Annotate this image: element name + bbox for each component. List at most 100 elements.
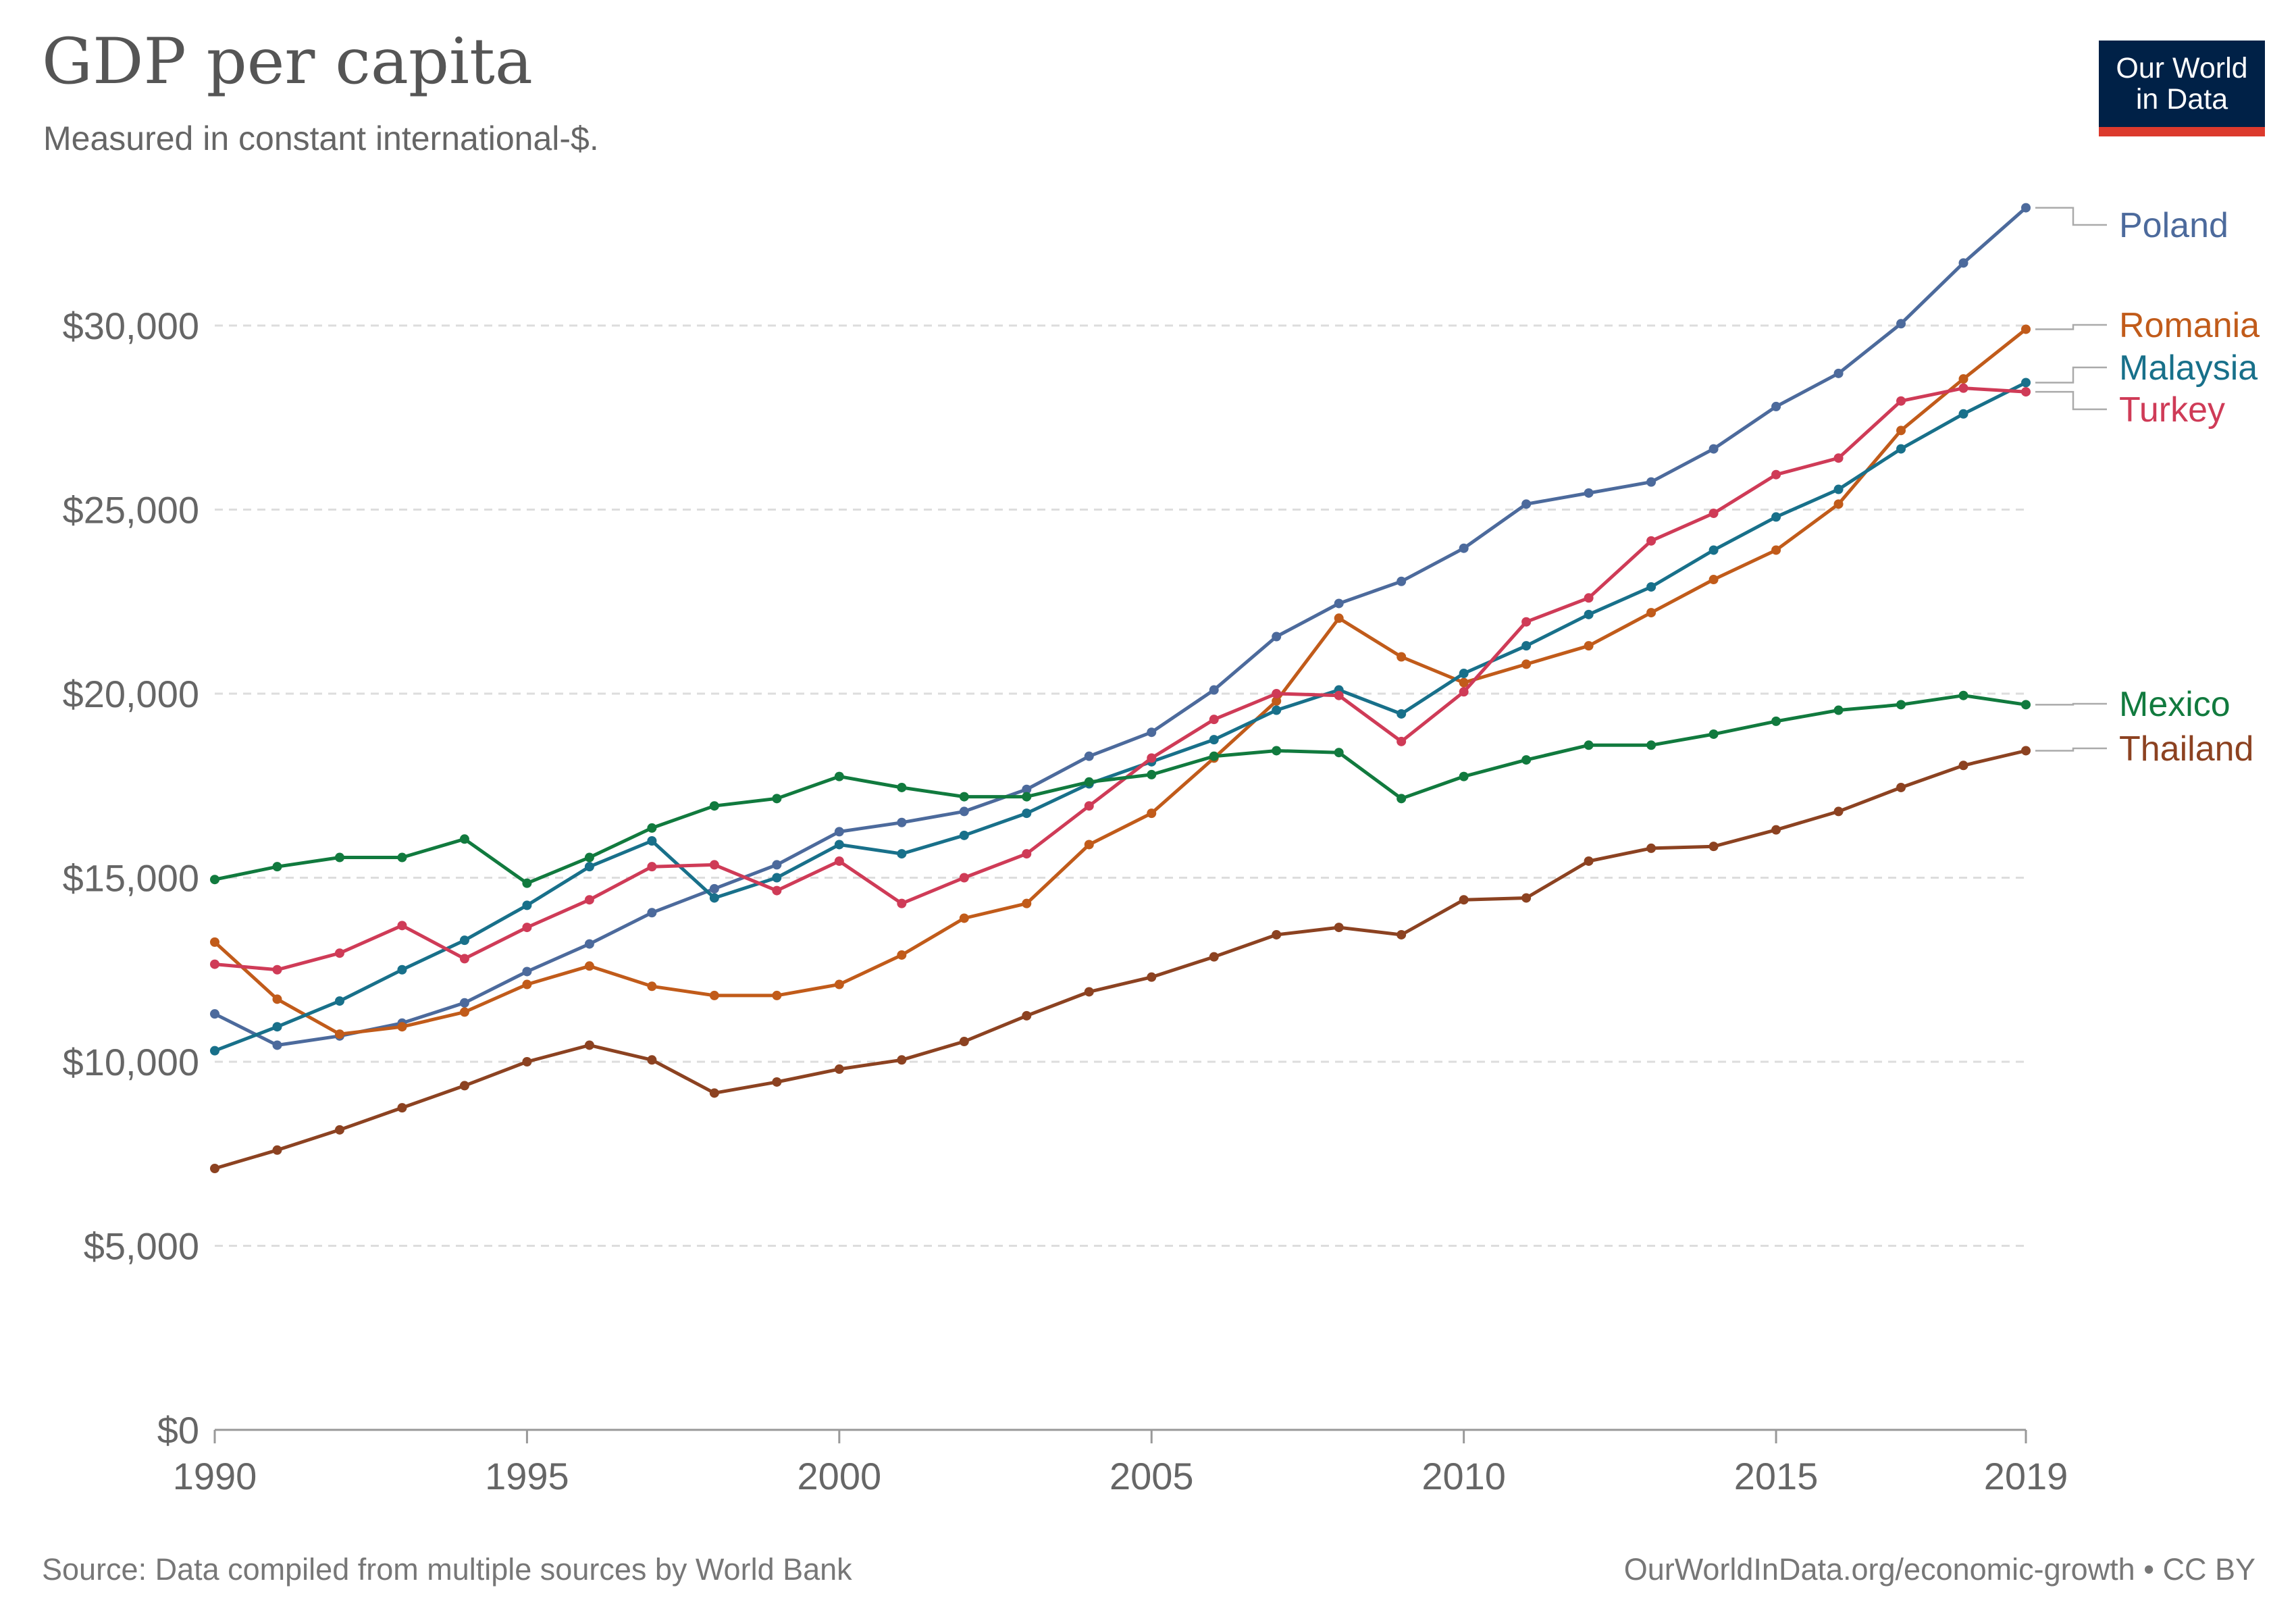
data-point[interactable] <box>459 954 469 964</box>
series-label-romania[interactable]: Romania <box>2119 306 2260 345</box>
data-point[interactable] <box>1521 893 1532 903</box>
data-point[interactable] <box>834 979 844 989</box>
data-point[interactable] <box>1334 690 1344 700</box>
data-point[interactable] <box>897 898 907 908</box>
data-point[interactable] <box>709 801 719 811</box>
data-point[interactable] <box>1958 409 1968 419</box>
data-point[interactable] <box>522 979 532 989</box>
data-point[interactable] <box>1022 849 1032 859</box>
data-point[interactable] <box>1334 613 1344 623</box>
data-point[interactable] <box>709 893 719 903</box>
series-romania[interactable] <box>210 324 2031 1039</box>
data-point[interactable] <box>647 862 657 872</box>
data-point[interactable] <box>210 1164 219 1174</box>
data-point[interactable] <box>1521 659 1532 669</box>
data-point[interactable] <box>2021 700 2031 710</box>
series-label-thailand[interactable]: Thailand <box>2119 729 2253 769</box>
data-point[interactable] <box>1771 825 1781 835</box>
data-point[interactable] <box>1334 748 1344 758</box>
data-point[interactable] <box>1272 929 1282 940</box>
data-point[interactable] <box>1147 972 1157 982</box>
data-point[interactable] <box>1771 469 1781 480</box>
data-point[interactable] <box>1958 374 1968 384</box>
data-point[interactable] <box>522 878 532 888</box>
data-point[interactable] <box>1584 609 1594 619</box>
data-point[interactable] <box>397 921 407 931</box>
data-point[interactable] <box>397 1022 407 1032</box>
data-point[interactable] <box>772 860 782 870</box>
data-point[interactable] <box>647 981 657 992</box>
data-point[interactable] <box>959 792 969 802</box>
data-point[interactable] <box>1459 895 1469 905</box>
data-point[interactable] <box>1459 669 1469 679</box>
data-point[interactable] <box>334 852 344 863</box>
data-point[interactable] <box>1209 715 1219 725</box>
data-point[interactable] <box>1708 729 1719 739</box>
data-point[interactable] <box>1958 383 1968 393</box>
series-thailand[interactable] <box>210 746 2031 1174</box>
our-world-in-data-logo[interactable]: Our World in Data <box>2099 41 2265 136</box>
data-point[interactable] <box>584 961 594 971</box>
data-point[interactable] <box>272 964 282 975</box>
data-point[interactable] <box>1397 929 1407 940</box>
data-point[interactable] <box>647 908 657 918</box>
data-point[interactable] <box>210 1046 219 1056</box>
data-point[interactable] <box>897 817 907 827</box>
data-point[interactable] <box>1084 751 1094 761</box>
data-point[interactable] <box>1084 840 1094 850</box>
data-point[interactable] <box>584 939 594 949</box>
data-point[interactable] <box>1272 689 1282 698</box>
data-point[interactable] <box>397 1103 407 1113</box>
data-point[interactable] <box>959 873 969 883</box>
data-point[interactable] <box>522 923 532 933</box>
data-point[interactable] <box>1397 576 1407 586</box>
data-point[interactable] <box>1084 801 1094 811</box>
data-point[interactable] <box>1584 856 1594 866</box>
data-point[interactable] <box>334 1029 344 1039</box>
data-point[interactable] <box>1209 952 1219 962</box>
data-point[interactable] <box>1521 499 1532 509</box>
data-point[interactable] <box>834 1064 844 1074</box>
data-point[interactable] <box>210 1009 219 1019</box>
data-point[interactable] <box>1084 777 1094 787</box>
data-point[interactable] <box>1833 453 1844 463</box>
data-point[interactable] <box>1022 792 1032 802</box>
data-point[interactable] <box>1646 608 1656 618</box>
data-point[interactable] <box>1896 396 1906 406</box>
data-point[interactable] <box>1022 898 1032 908</box>
data-point[interactable] <box>1958 761 1968 771</box>
data-point[interactable] <box>2021 746 2031 756</box>
data-point[interactable] <box>834 827 844 837</box>
data-point[interactable] <box>647 1055 657 1065</box>
data-point[interactable] <box>1147 727 1157 738</box>
data-point[interactable] <box>2021 387 2031 397</box>
data-point[interactable] <box>1708 508 1719 518</box>
data-point[interactable] <box>584 852 594 863</box>
data-point[interactable] <box>210 875 219 885</box>
data-point[interactable] <box>459 935 469 946</box>
data-point[interactable] <box>772 873 782 883</box>
data-point[interactable] <box>397 852 407 863</box>
data-point[interactable] <box>1958 258 1968 268</box>
data-point[interactable] <box>647 836 657 846</box>
data-point[interactable] <box>1147 769 1157 779</box>
data-point[interactable] <box>1397 709 1407 719</box>
source-link[interactable]: OurWorldInData.org/economic-growth • CC … <box>1623 1552 2255 1587</box>
series-poland[interactable] <box>210 203 2031 1050</box>
data-point[interactable] <box>1397 652 1407 662</box>
data-point[interactable] <box>897 782 907 792</box>
data-point[interactable] <box>584 862 594 872</box>
data-point[interactable] <box>1584 593 1594 603</box>
data-point[interactable] <box>272 994 282 1004</box>
data-point[interactable] <box>1459 677 1469 688</box>
data-point[interactable] <box>210 937 219 947</box>
data-point[interactable] <box>1022 1010 1032 1021</box>
data-point[interactable] <box>1521 617 1532 627</box>
series-turkey[interactable] <box>210 383 2031 975</box>
data-point[interactable] <box>522 900 532 910</box>
data-point[interactable] <box>522 967 532 977</box>
data-point[interactable] <box>1521 755 1532 765</box>
data-point[interactable] <box>1022 784 1032 794</box>
data-point[interactable] <box>397 964 407 975</box>
data-point[interactable] <box>1833 499 1844 509</box>
